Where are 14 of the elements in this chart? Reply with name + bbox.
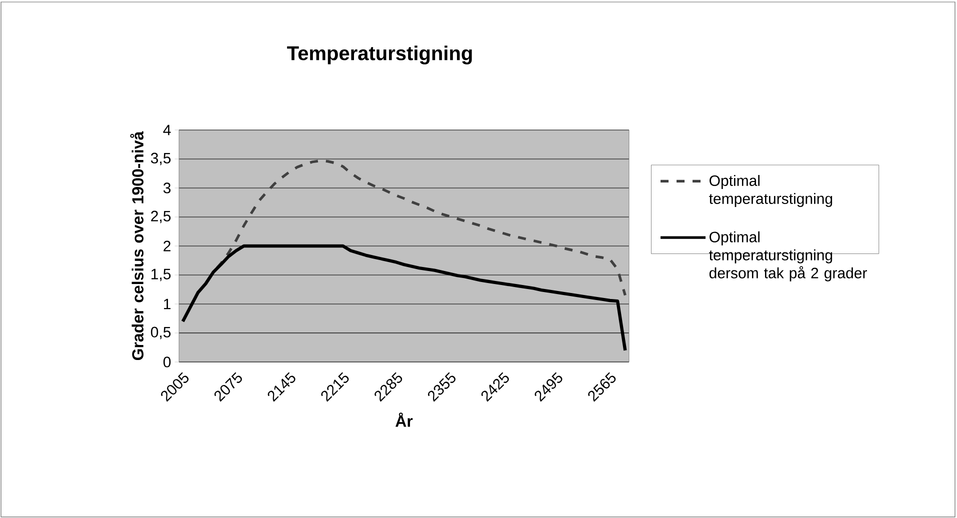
x-axis-title: År bbox=[396, 412, 413, 427]
y-tick-label: 1 bbox=[164, 298, 170, 310]
chart-title: Temperaturstigning bbox=[287, 46, 472, 64]
y-tick-label: 1,5 bbox=[152, 268, 171, 282]
y-tick-label: 3,5 bbox=[150, 152, 171, 166]
y-tick-label: 3 bbox=[163, 182, 171, 194]
legend-label: Optimal temperaturstigning dersom tak på 2 grader bbox=[709, 231, 867, 282]
y-axis-title: Grader celsius over 1900-nivå bbox=[130, 131, 144, 360]
y-tick-label: 0 bbox=[163, 356, 171, 368]
y-tick-label: 2,5 bbox=[151, 210, 171, 224]
legend-label: Optimal temperaturstigning bbox=[709, 174, 832, 207]
y-tick-label: 4 bbox=[163, 124, 171, 136]
y-tick-label: 0,5 bbox=[150, 326, 171, 340]
y-tick-label: 2 bbox=[164, 240, 170, 252]
